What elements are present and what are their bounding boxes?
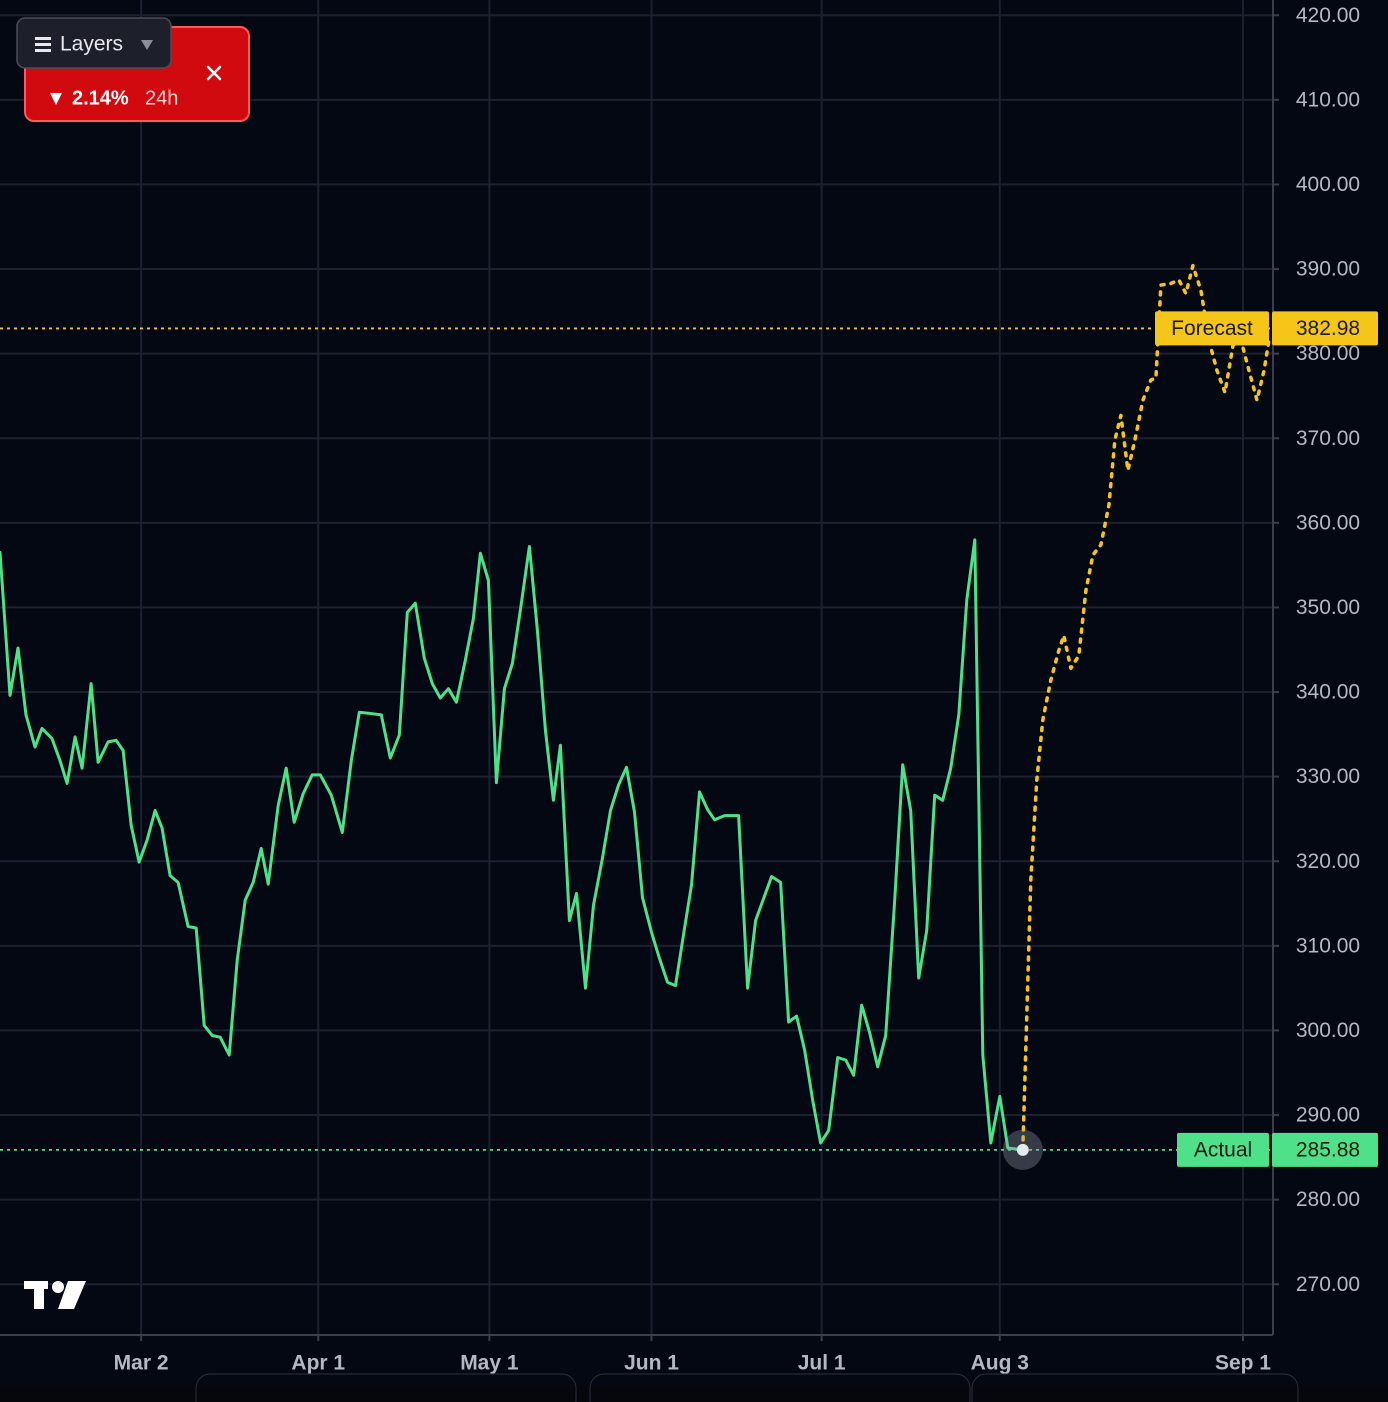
menu-icon <box>35 37 51 52</box>
down-arrow <box>50 93 62 105</box>
y-tick-label: 350.00 <box>1296 596 1360 619</box>
actual-line <box>0 538 1025 1152</box>
y-tick-label: 340.00 <box>1296 681 1360 704</box>
layers-box <box>16 17 172 69</box>
x-tick-label: Aug 3 <box>971 1352 1029 1375</box>
alert-period: 24h <box>145 87 178 109</box>
x-tick-label: Sep 1 <box>1215 1352 1271 1375</box>
x-tick-label: Mar 2 <box>114 1352 169 1375</box>
y-tick-label: 370.00 <box>1296 427 1360 450</box>
forecast-line <box>1021 263 1271 1152</box>
x-tick-label: May 1 <box>460 1352 519 1375</box>
value-tag-label: 285.88 <box>1296 1138 1360 1161</box>
y-tick-label: 390.00 <box>1296 258 1360 281</box>
close-button[interactable] <box>206 65 222 81</box>
dropdown-caret <box>141 40 153 50</box>
value-tag-box <box>1272 311 1378 346</box>
y-tick-label: 270.00 <box>1296 1273 1360 1296</box>
logo <box>24 1281 86 1309</box>
y-tick-label: 420.00 <box>1296 4 1360 27</box>
series-tag-name: Forecast <box>1171 317 1253 340</box>
thumb-card <box>195 1373 577 1402</box>
y-tick-label: 380.00 <box>1296 342 1360 365</box>
price-tags: Actual 285.88 Forecast 382.98 <box>1155 311 1378 1167</box>
y-tick-label: 280.00 <box>1296 1188 1360 1211</box>
y-tick-label: 330.00 <box>1296 765 1360 788</box>
y-tick-label: 290.00 <box>1296 1104 1360 1127</box>
axes: 270.00 280.00 290.00 300.00 310.00 320.00 330.… <box>114 4 1360 1375</box>
thumb-card <box>971 1373 1299 1402</box>
last-point <box>1016 1143 1029 1156</box>
value-tag-label: 382.98 <box>1296 317 1360 340</box>
x-tick-label: Jun 1 <box>624 1352 679 1375</box>
grid <box>0 0 1273 1335</box>
value-tag-box <box>1272 1132 1378 1167</box>
thumb-card <box>589 1373 971 1402</box>
series-tag-box <box>1155 311 1269 346</box>
y-tick-label: 400.00 <box>1296 173 1360 196</box>
y-tick-label: 320.00 <box>1296 850 1360 873</box>
bottom-strip <box>0 1386 1388 1402</box>
series-tag-name: Actual <box>1194 1138 1252 1161</box>
y-tick-label: 310.00 <box>1296 934 1360 957</box>
y-tick-label: 360.00 <box>1296 511 1360 534</box>
layers-button[interactable]: Layers <box>16 17 172 69</box>
y-tick-label: 300.00 <box>1296 1019 1360 1042</box>
alert-change: 2.14% <box>72 87 129 109</box>
series-tag-box <box>1177 1132 1269 1167</box>
layers-label: Layers <box>60 33 123 56</box>
plot-area <box>0 263 1273 1170</box>
x-tick-label: Apr 1 <box>291 1352 345 1375</box>
y-tick-label: 410.00 <box>1296 88 1360 111</box>
x-tick-label: Jul 1 <box>798 1352 846 1375</box>
